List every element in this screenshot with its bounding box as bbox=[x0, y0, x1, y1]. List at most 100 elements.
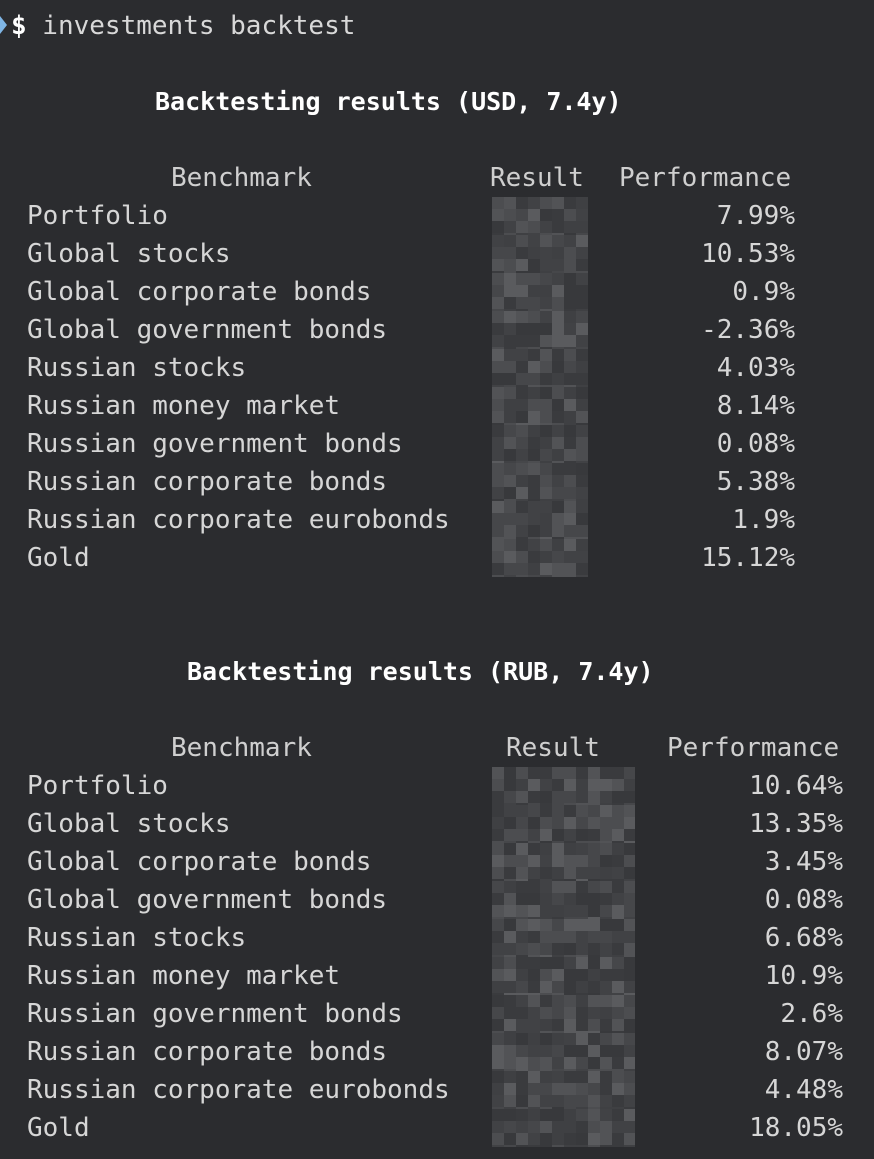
pixelation-block bbox=[516, 879, 528, 881]
pixelation-block bbox=[552, 767, 564, 779]
pixelation-block bbox=[564, 1095, 576, 1107]
pixelation-block bbox=[504, 347, 516, 349]
pixelation-block bbox=[564, 1045, 576, 1057]
pixelation-block bbox=[492, 551, 504, 563]
pixelation-block bbox=[552, 349, 564, 361]
pixelation-block bbox=[552, 273, 564, 285]
pixelation-block bbox=[492, 829, 504, 841]
pixelation-block bbox=[576, 905, 588, 917]
pixelation-block bbox=[540, 919, 552, 931]
pixelation-block bbox=[528, 1095, 540, 1107]
performance-cell: 6.68% bbox=[764, 923, 843, 953]
pixelation-block bbox=[576, 575, 588, 577]
pixelation-block bbox=[552, 1007, 564, 1019]
pixelation-block bbox=[540, 373, 552, 385]
pixelation-block bbox=[516, 803, 528, 805]
pixelation-block bbox=[540, 981, 552, 993]
benchmark-cell: Portfolio bbox=[27, 201, 168, 231]
pixelation-block bbox=[504, 955, 516, 957]
pixelation-block bbox=[552, 993, 564, 995]
pixelation-block bbox=[600, 1007, 612, 1019]
pixelation-block bbox=[540, 993, 552, 995]
pixelation-block bbox=[492, 487, 504, 499]
pixelation-block bbox=[504, 855, 516, 867]
pixelation-block bbox=[504, 1033, 516, 1045]
pixelation-block bbox=[588, 931, 600, 943]
benchmark-cell: Russian money market bbox=[27, 961, 341, 991]
pixelation-block bbox=[528, 323, 540, 335]
pixelation-block bbox=[576, 767, 588, 779]
pixelation-block bbox=[552, 1031, 564, 1033]
pixelation-block bbox=[552, 881, 564, 893]
pixelation-block bbox=[516, 943, 528, 955]
pixelation-block bbox=[576, 1057, 588, 1069]
pixelation-block bbox=[612, 841, 624, 843]
pixelation-block bbox=[504, 271, 516, 273]
performance-cell: 4.03% bbox=[716, 353, 795, 383]
table-row: Russian stocks 6.68% bbox=[0, 919, 874, 957]
pixelation-block bbox=[552, 501, 564, 513]
pixelation-block bbox=[612, 1145, 624, 1147]
pixelation-block bbox=[528, 955, 540, 957]
pixelation-block bbox=[492, 285, 504, 297]
benchmark-cell: Russian corporate bonds bbox=[27, 467, 388, 497]
pixelation-block bbox=[492, 843, 504, 855]
pixelation-block bbox=[516, 425, 528, 437]
pixelation-block bbox=[528, 803, 540, 805]
pixelation-block bbox=[564, 1019, 576, 1031]
pixelation-block bbox=[624, 841, 635, 843]
pixelation-block bbox=[528, 1033, 540, 1045]
pixelation-block bbox=[528, 423, 540, 425]
pixelation-block bbox=[516, 805, 528, 817]
pixelation-block bbox=[516, 995, 528, 1007]
pixelation-block bbox=[504, 311, 516, 323]
pixelation-block bbox=[624, 1069, 635, 1071]
pixelation-block bbox=[540, 893, 552, 905]
pixelation-block bbox=[564, 1069, 576, 1071]
pixelation-block bbox=[576, 995, 588, 1007]
performance-cell: 10.9% bbox=[764, 961, 843, 991]
pixelation-block bbox=[552, 233, 564, 235]
pixelation-block bbox=[552, 271, 564, 273]
pixelation-block bbox=[504, 387, 516, 399]
pixelation-block bbox=[504, 551, 516, 563]
pixelation-block bbox=[588, 1083, 600, 1095]
pixelation-block bbox=[576, 881, 588, 893]
pixelation-block bbox=[504, 1057, 516, 1069]
performance-cell: 18.05% bbox=[749, 1113, 843, 1143]
pixelation-block bbox=[492, 1071, 504, 1083]
pixelation-block bbox=[564, 791, 576, 803]
pixelation-block bbox=[612, 893, 624, 905]
pixelation-block bbox=[504, 349, 516, 361]
header-benchmark: Benchmark bbox=[171, 733, 312, 763]
pixelation-block bbox=[564, 1109, 576, 1121]
pixelation-block bbox=[528, 425, 540, 437]
pixelation-block bbox=[600, 1145, 612, 1147]
pixelation-block bbox=[540, 955, 552, 957]
pixelation-block bbox=[516, 829, 528, 841]
pixelation-block bbox=[600, 779, 612, 791]
pixelation-block bbox=[504, 1107, 516, 1109]
pixelation-block bbox=[552, 1045, 564, 1057]
pixelation-block bbox=[492, 1095, 504, 1107]
pixelation-block bbox=[564, 867, 576, 879]
pixelation-block bbox=[588, 1133, 600, 1145]
benchmark-cell: Russian corporate eurobonds bbox=[27, 505, 450, 535]
pixelation-block bbox=[612, 817, 624, 829]
pixelation-block bbox=[552, 385, 564, 387]
pixelation-block bbox=[528, 995, 540, 1007]
pixelation-block bbox=[576, 1007, 588, 1019]
pixelation-block bbox=[564, 499, 576, 501]
pixelation-block bbox=[576, 955, 588, 957]
pixelation-block bbox=[624, 1031, 635, 1033]
redacted-result-cell bbox=[492, 501, 588, 539]
benchmark-cell: Global stocks bbox=[27, 239, 231, 269]
pixelation-block bbox=[492, 803, 504, 805]
pixelation-block bbox=[492, 1083, 504, 1095]
performance-cell: 2.6% bbox=[780, 999, 843, 1029]
pixelation-block bbox=[564, 539, 576, 551]
pixelation-block bbox=[576, 1109, 588, 1121]
pixelation-block bbox=[576, 1083, 588, 1095]
pixelation-block bbox=[540, 841, 552, 843]
